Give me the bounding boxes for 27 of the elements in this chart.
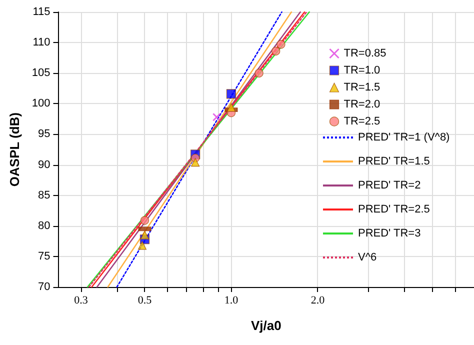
y-tick-label: 75 (38, 250, 50, 262)
y-tick-label: 85 (38, 189, 50, 202)
legend-label: PRED' TR=2 (358, 180, 421, 192)
legend-label: TR=2.5 (344, 116, 380, 128)
y-tick-label: 90 (38, 158, 50, 171)
y-tick-label: 110 (32, 36, 50, 49)
x-tick-label: 2.0 (310, 294, 326, 306)
legend-label: TR=0.85 (344, 48, 386, 60)
y-tick-label: 100 (32, 98, 50, 110)
legend-label: PRED' TR=2.5 (358, 204, 430, 216)
x-tick-label: 1.0 (224, 294, 239, 306)
x-tick-label: 0.3 (74, 294, 88, 306)
legend-label: TR=1.5 (344, 82, 380, 94)
y-tick-label: 115 (32, 6, 50, 18)
y-tick-label: 70 (38, 281, 50, 293)
legend-label: V^6 (358, 252, 377, 264)
legend-label: PRED' TR=1 (V^8) (358, 132, 450, 144)
legend-label: PRED' TR=1.5 (358, 156, 430, 168)
x-axis-title: Vj/a0 (250, 318, 282, 333)
x-tick-label: 0.5 (138, 294, 152, 306)
legend-label: TR=1.0 (344, 64, 380, 76)
legend-label: TR=2.0 (344, 98, 380, 110)
legend-label: PRED' TR=3 (358, 228, 421, 240)
y-tick-label: 95 (38, 128, 50, 140)
y-tick-label: 80 (38, 220, 50, 232)
y-axis-title: OASPL (dB) (7, 112, 22, 187)
y-tick-label: 105 (32, 67, 50, 80)
